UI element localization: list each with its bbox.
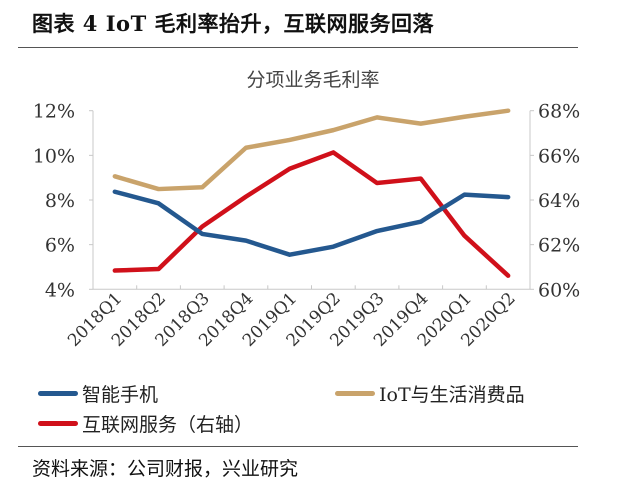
legend-item-internet: 互联网服务（右轴） [38, 410, 253, 437]
left-tick-label: 12% [33, 101, 75, 123]
right-tick-label: 68% [538, 101, 580, 123]
right-tick-label: 62% [538, 235, 580, 257]
figure-title: 图表 4 IoT 毛利率抬升，互联网服务回落 [32, 11, 435, 36]
left-tick-label: 10% [33, 145, 75, 167]
left-tick-label: 8% [45, 190, 75, 212]
chart-title: 分项业务毛利率 [246, 69, 379, 91]
legend-swatch [335, 391, 375, 396]
legend-label: IoT与生活消费品 [379, 384, 525, 406]
bottom-divider [18, 446, 578, 447]
source-note: 资料来源：公司财报，兴业研究 [32, 458, 299, 480]
legend-swatch [38, 421, 78, 426]
series-line-0 [112, 189, 511, 257]
left-tick-label: 6% [45, 235, 75, 257]
legend-item-smartphone: 智能手机 [38, 380, 158, 407]
legend-swatch [38, 391, 78, 396]
legend-item-iot: IoT与生活消费品 [335, 380, 525, 407]
legend-label: 互联网服务（右轴） [82, 414, 254, 436]
series-line-1 [112, 108, 511, 192]
left-tick-label: 4% [45, 279, 75, 301]
top-divider [18, 47, 578, 48]
right-tick-label: 66% [538, 145, 580, 167]
right-tick-label: 60% [538, 279, 580, 301]
right-tick-label: 64% [538, 190, 580, 212]
legend-label: 智能手机 [82, 384, 159, 406]
line-chart: 分项业务毛利率 4%6%8%10%12%60%62%64%66%68%2018Q… [33, 69, 580, 351]
